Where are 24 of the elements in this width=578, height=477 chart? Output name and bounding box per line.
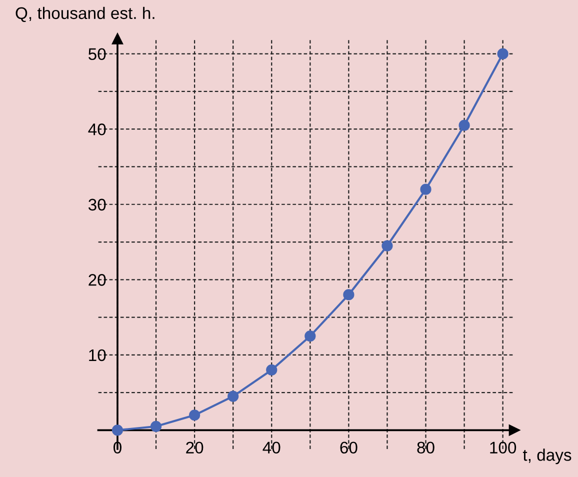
point: [150, 420, 162, 432]
y-tick-label: 40: [88, 124, 106, 136]
point: [497, 48, 508, 60]
point: [228, 390, 239, 402]
y-tick-label: 50: [88, 48, 106, 60]
point: [112, 424, 124, 436]
x-tick-label: 100: [490, 442, 516, 454]
x-tick-label: 20: [186, 442, 204, 454]
x-tick-label: 0: [114, 442, 122, 454]
point: [304, 330, 316, 342]
y-axis-title: Q, thousand est. h.: [16, 6, 154, 22]
x-axis-title: t, days: [522, 448, 572, 464]
x-tick-label: 40: [262, 442, 280, 454]
y-tick-label: 20: [88, 274, 106, 286]
point: [458, 120, 470, 131]
point: [420, 184, 432, 195]
point: [343, 289, 354, 300]
y-tick-label: 30: [88, 198, 106, 211]
y-tick-label: 10: [89, 349, 106, 362]
point: [189, 410, 200, 421]
point: [266, 364, 278, 376]
x-tick-label: 60: [340, 442, 358, 454]
point: [382, 240, 393, 252]
x-tick-label: 80: [417, 442, 434, 454]
